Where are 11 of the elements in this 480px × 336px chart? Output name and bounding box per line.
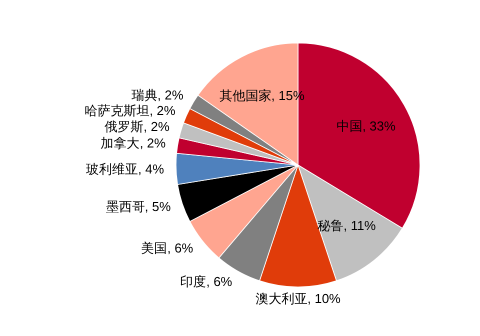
slice-label: 美国, 6% [141,240,194,256]
slice-label: 墨西哥, 5% [106,199,172,214]
slice-label: 玻利维亚, 4% [86,161,165,176]
slice-label: 中国, 33% [336,118,396,134]
slice-label: 秘鲁, 11% [317,218,376,233]
slice-label: 瑞典, 2% [131,88,184,103]
slice-label: 哈萨克斯坦, 2% [84,102,176,118]
slice-label: 俄罗斯, 2% [104,118,170,134]
slice-label: 澳大利亚, 10% [255,291,342,306]
slice-label: 印度, 6% [180,274,233,289]
slice-label: 加拿大, 2% [100,136,166,151]
